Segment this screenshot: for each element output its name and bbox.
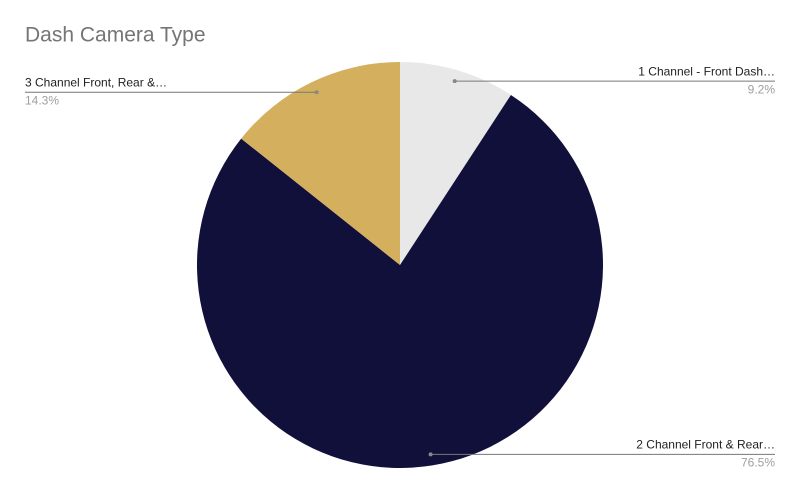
- leader-dot: [428, 452, 433, 457]
- slice-percent: 14.3%: [25, 93, 59, 107]
- slice-label: 1 Channel - Front Dash…: [638, 64, 775, 78]
- slice-label: 2 Channel Front & Rear…: [636, 438, 775, 452]
- leader-dot: [314, 90, 319, 95]
- slice-label: 3 Channel Front, Rear &…: [25, 75, 167, 89]
- chart-title: Dash Camera Type: [25, 24, 206, 47]
- leader-dot: [452, 79, 457, 84]
- slice-percent: 9.2%: [748, 82, 776, 96]
- pie-slice: [241, 62, 400, 265]
- slice-percent: 76.5%: [741, 456, 775, 470]
- pie-slice: [400, 62, 511, 265]
- pie-slice: [196, 94, 603, 468]
